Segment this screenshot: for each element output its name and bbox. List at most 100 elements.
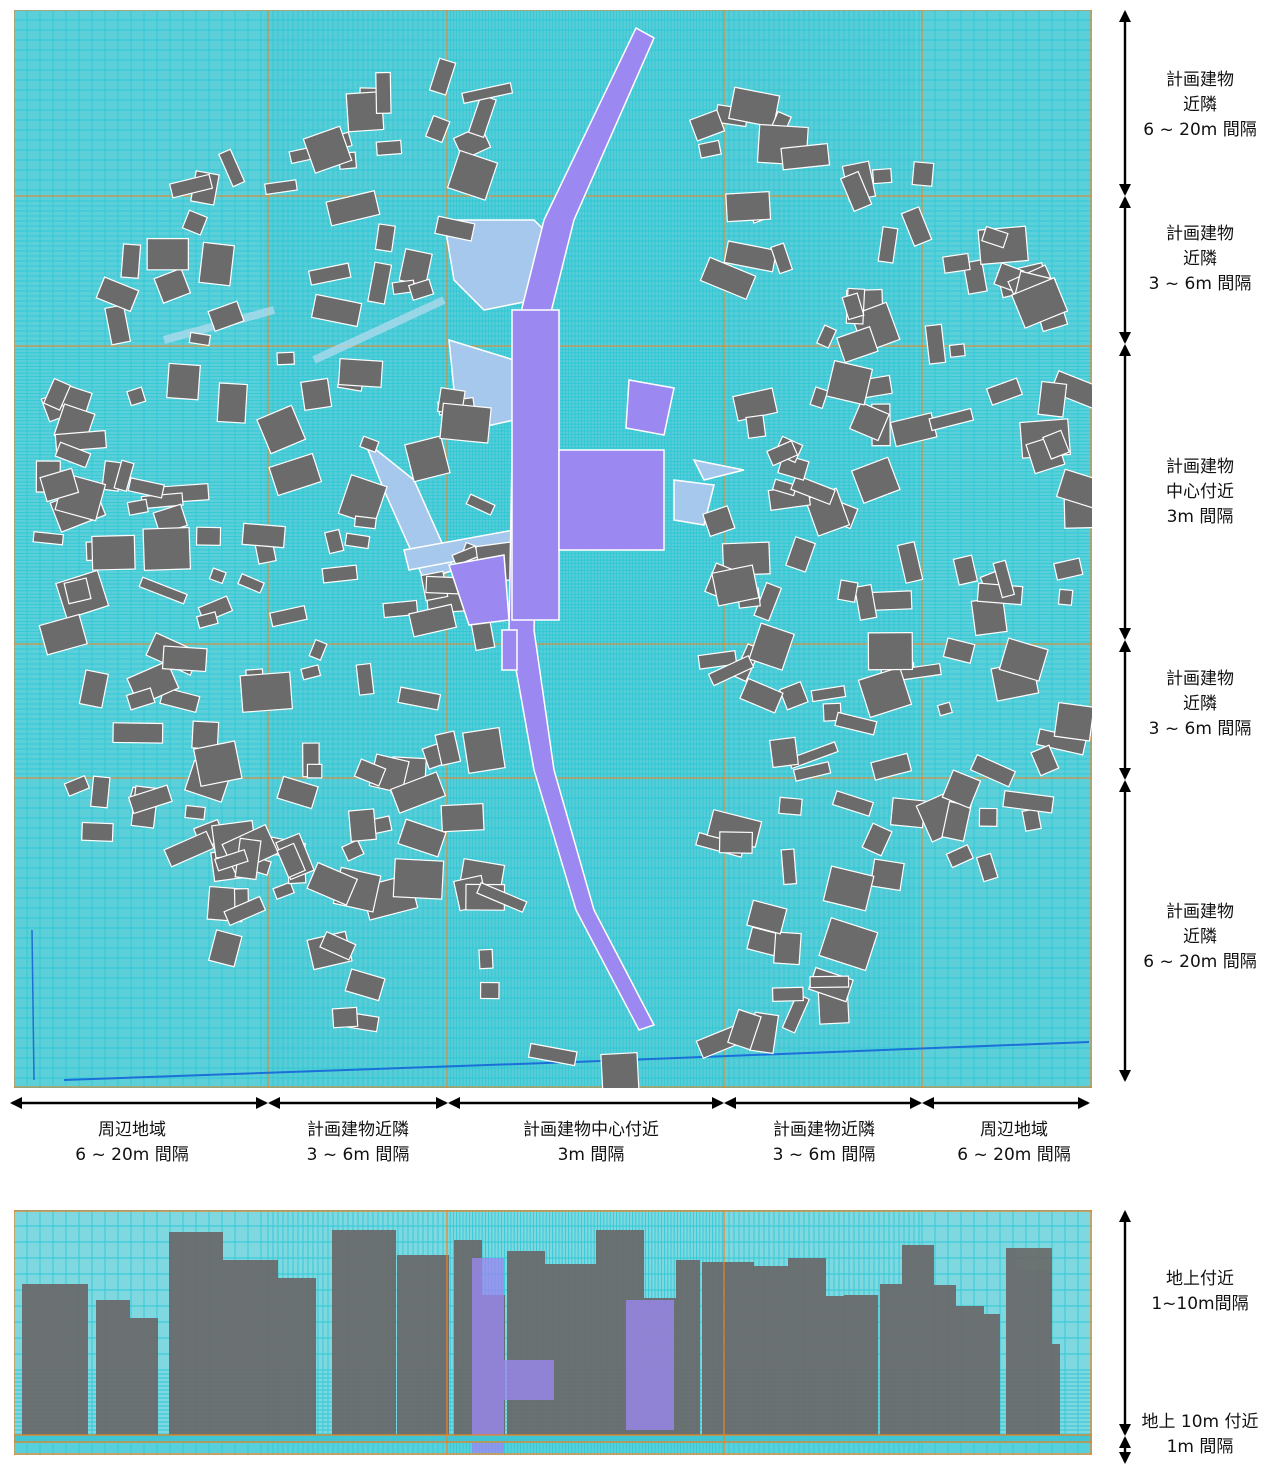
building xyxy=(300,377,333,411)
building xyxy=(353,515,377,530)
building xyxy=(981,225,1009,249)
building xyxy=(853,583,878,621)
walkway xyxy=(312,296,446,364)
building xyxy=(969,753,1017,788)
section-building xyxy=(844,1295,878,1440)
building xyxy=(839,170,873,213)
building xyxy=(834,711,878,736)
building xyxy=(771,986,804,1003)
building xyxy=(81,821,114,842)
right-label-5: 計画建物 近隣 6 ~ 20m 間隔 xyxy=(1125,900,1275,975)
ground-band xyxy=(14,1435,1092,1443)
building xyxy=(439,402,492,444)
building xyxy=(344,532,371,550)
building xyxy=(138,576,188,605)
building xyxy=(188,331,212,347)
building xyxy=(32,531,65,546)
building xyxy=(790,474,836,506)
label-line: 計画建物 xyxy=(1166,669,1234,689)
building xyxy=(38,613,88,656)
building xyxy=(112,722,164,744)
building xyxy=(945,843,975,869)
river-line xyxy=(31,929,35,1081)
building xyxy=(397,686,442,711)
label-line: 近隣 xyxy=(1183,95,1217,115)
building xyxy=(331,1006,359,1029)
building xyxy=(434,215,476,242)
section-building xyxy=(507,1251,545,1440)
building xyxy=(367,261,393,305)
building xyxy=(911,161,935,187)
building xyxy=(208,567,227,585)
section-view-grid xyxy=(14,1210,1092,1455)
building xyxy=(195,526,222,547)
bottom-label-5: 周辺地域 6 ~ 20m 間隔 xyxy=(924,1118,1104,1168)
building xyxy=(688,109,726,142)
label-line: 3m 間隔 xyxy=(1166,507,1234,527)
section-building xyxy=(212,1260,278,1440)
section-building xyxy=(130,1318,158,1440)
building xyxy=(382,599,419,619)
building xyxy=(184,804,206,821)
building xyxy=(978,807,998,827)
building xyxy=(785,536,817,573)
building xyxy=(374,223,396,253)
section-building xyxy=(754,1266,790,1440)
building xyxy=(146,238,189,271)
section-building xyxy=(676,1260,700,1440)
building xyxy=(359,435,380,453)
building xyxy=(975,852,999,883)
building xyxy=(1037,380,1068,418)
building xyxy=(1053,557,1084,581)
building xyxy=(389,771,447,814)
building xyxy=(835,325,879,364)
section-building xyxy=(1006,1248,1052,1440)
building xyxy=(739,677,784,714)
section-coarse-grid xyxy=(14,1210,1092,1455)
building xyxy=(707,654,755,687)
building xyxy=(276,842,307,879)
building xyxy=(78,669,110,709)
section-buildings xyxy=(22,1230,1060,1440)
building xyxy=(1030,744,1060,777)
building xyxy=(753,581,783,622)
right-label-2: 計画建物 近隣 3 ~ 6m 間隔 xyxy=(1125,222,1275,297)
building xyxy=(1010,277,1069,329)
building xyxy=(825,359,874,406)
section-building xyxy=(22,1284,88,1440)
building xyxy=(745,414,767,439)
building xyxy=(434,730,462,767)
section-planned-annex xyxy=(626,1300,674,1430)
building xyxy=(375,71,392,114)
building xyxy=(192,740,243,788)
building xyxy=(748,622,795,671)
building xyxy=(126,498,149,516)
label-line: 計画建物 xyxy=(1166,902,1234,922)
label-line: 6 ~ 20m 間隔 xyxy=(1143,952,1257,972)
building xyxy=(263,179,298,196)
building xyxy=(404,435,451,483)
building xyxy=(718,831,753,854)
building xyxy=(702,505,736,538)
building xyxy=(319,930,357,961)
section-building xyxy=(702,1262,754,1440)
building xyxy=(120,243,142,279)
label-line: 地上付近 xyxy=(1166,1269,1234,1289)
building xyxy=(479,981,500,1000)
building xyxy=(998,637,1049,682)
building xyxy=(307,262,352,286)
building xyxy=(837,579,859,603)
building xyxy=(877,226,899,264)
label-line: 近隣 xyxy=(1183,694,1217,714)
building xyxy=(1053,701,1092,742)
building xyxy=(54,441,92,469)
building xyxy=(113,459,135,492)
label-line: 1~10m間隔 xyxy=(1151,1294,1249,1314)
building xyxy=(104,304,132,346)
surrounding-buildings xyxy=(32,57,1092,1088)
planned-annex xyxy=(625,379,675,436)
plan-view-grid-map xyxy=(14,10,1092,1088)
building xyxy=(527,1042,578,1067)
building xyxy=(276,351,295,366)
building xyxy=(725,190,772,223)
